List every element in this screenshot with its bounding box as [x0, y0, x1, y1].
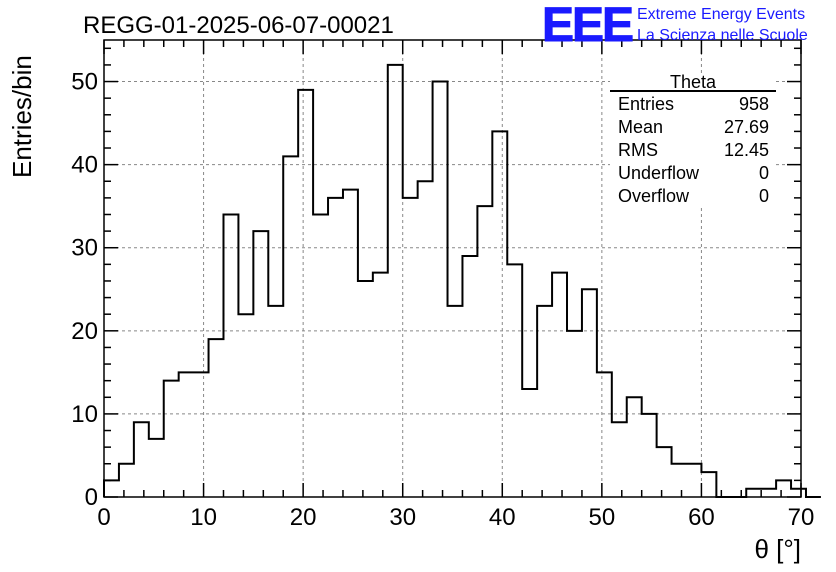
y-tick-label: 20	[71, 318, 98, 345]
stats-value: 0	[759, 163, 769, 183]
histogram-bin	[149, 439, 164, 497]
y-tick-label: 40	[71, 152, 98, 179]
histogram-bin	[672, 464, 687, 497]
histogram-bin	[492, 131, 507, 497]
chart-title: REGG-01-2025-06-07-00021	[83, 12, 394, 39]
histogram-bin	[179, 372, 194, 497]
y-tick-labels: 0 10 20 30 40 50	[71, 69, 98, 511]
x-tick-label: 20	[290, 504, 317, 531]
stats-value: 27.69	[724, 117, 769, 137]
x-tick-label: 50	[589, 504, 616, 531]
histogram-bin	[313, 214, 328, 497]
histogram-bin	[209, 339, 224, 497]
histogram-bin	[134, 422, 149, 497]
histogram-bin	[373, 273, 388, 497]
histogram-bin	[657, 447, 672, 497]
histogram-bin	[686, 464, 701, 497]
histogram-bin	[328, 198, 343, 497]
x-tick-label: 70	[788, 504, 815, 531]
plot-frame	[103, 39, 802, 498]
x-tick-label: 30	[389, 504, 416, 531]
eee-logo-line1: Extreme Energy Events	[637, 6, 805, 23]
stats-label: RMS	[618, 140, 658, 160]
histogram-bin	[701, 472, 716, 497]
histogram-bin	[627, 397, 642, 497]
stats-label: Mean	[618, 117, 663, 137]
stats-box-bg	[610, 74, 776, 208]
stats-value: 0	[759, 186, 769, 206]
stats-label: Entries	[618, 94, 674, 114]
histogram-bin	[283, 156, 298, 497]
x-tick-label: 0	[97, 504, 110, 531]
axis-ticks	[103, 40, 802, 498]
histogram-bin	[253, 231, 268, 497]
histogram-bin	[597, 372, 612, 497]
stats-box-name: Theta	[670, 72, 717, 92]
y-tick-label: 50	[71, 69, 98, 96]
histogram-bin	[612, 422, 627, 497]
eee-logo-mark: EEE	[542, 0, 633, 52]
x-tick-labels: 0 10 20 30 40 50 60 70	[97, 504, 814, 531]
histogram-bin	[104, 480, 119, 497]
histogram-bin	[433, 82, 448, 497]
y-tick-label: 30	[71, 235, 98, 262]
eee-logo: EEE Extreme Energy Events La Scienza nel…	[542, 0, 808, 53]
histogram-bin	[358, 281, 373, 497]
stats-value: 958	[739, 94, 769, 114]
y-axis-label: Entries/bin	[7, 55, 37, 178]
stats-value: 12.45	[724, 140, 769, 160]
histogram-bin	[746, 489, 761, 497]
grid-lines	[104, 40, 801, 497]
histogram-bin	[403, 198, 418, 497]
x-axis-label: θ [°]	[754, 534, 801, 564]
histogram-bin	[119, 464, 134, 497]
stats-label: Underflow	[618, 163, 700, 183]
histogram-bin	[194, 372, 209, 497]
histogram-bin	[388, 65, 403, 497]
eee-logo-line2: La Scienza nelle Scuole	[637, 27, 808, 44]
y-tick-label: 0	[85, 484, 98, 511]
stats-box: Theta Entries 958 Mean 27.69 RMS 12.45 Underfl…	[610, 72, 776, 208]
histogram-bin	[582, 289, 597, 497]
histogram-bin	[418, 181, 433, 497]
histogram-bin	[343, 190, 358, 497]
histogram-bin	[223, 214, 238, 497]
histogram-bin	[791, 489, 806, 497]
histogram-bin	[448, 306, 463, 497]
histogram-bin	[761, 489, 776, 497]
histogram-bin	[776, 480, 791, 497]
stats-label: Overflow	[618, 186, 690, 206]
histogram-bin	[164, 381, 179, 497]
x-tick-label: 40	[489, 504, 516, 531]
histogram-bin	[522, 389, 537, 497]
histogram-bin	[507, 264, 522, 497]
y-tick-label: 10	[71, 401, 98, 428]
histogram-bin	[268, 306, 283, 497]
histogram-bin	[642, 414, 657, 497]
histogram-bin	[462, 256, 477, 497]
histogram-outline	[103, 63, 821, 498]
histogram-bin	[477, 206, 492, 497]
histogram-bin	[298, 90, 313, 497]
x-tick-label: 60	[688, 504, 715, 531]
histogram-bin	[552, 273, 567, 497]
x-tick-label: 10	[190, 504, 217, 531]
histogram-bin	[537, 306, 552, 497]
histogram-bin	[238, 314, 253, 497]
